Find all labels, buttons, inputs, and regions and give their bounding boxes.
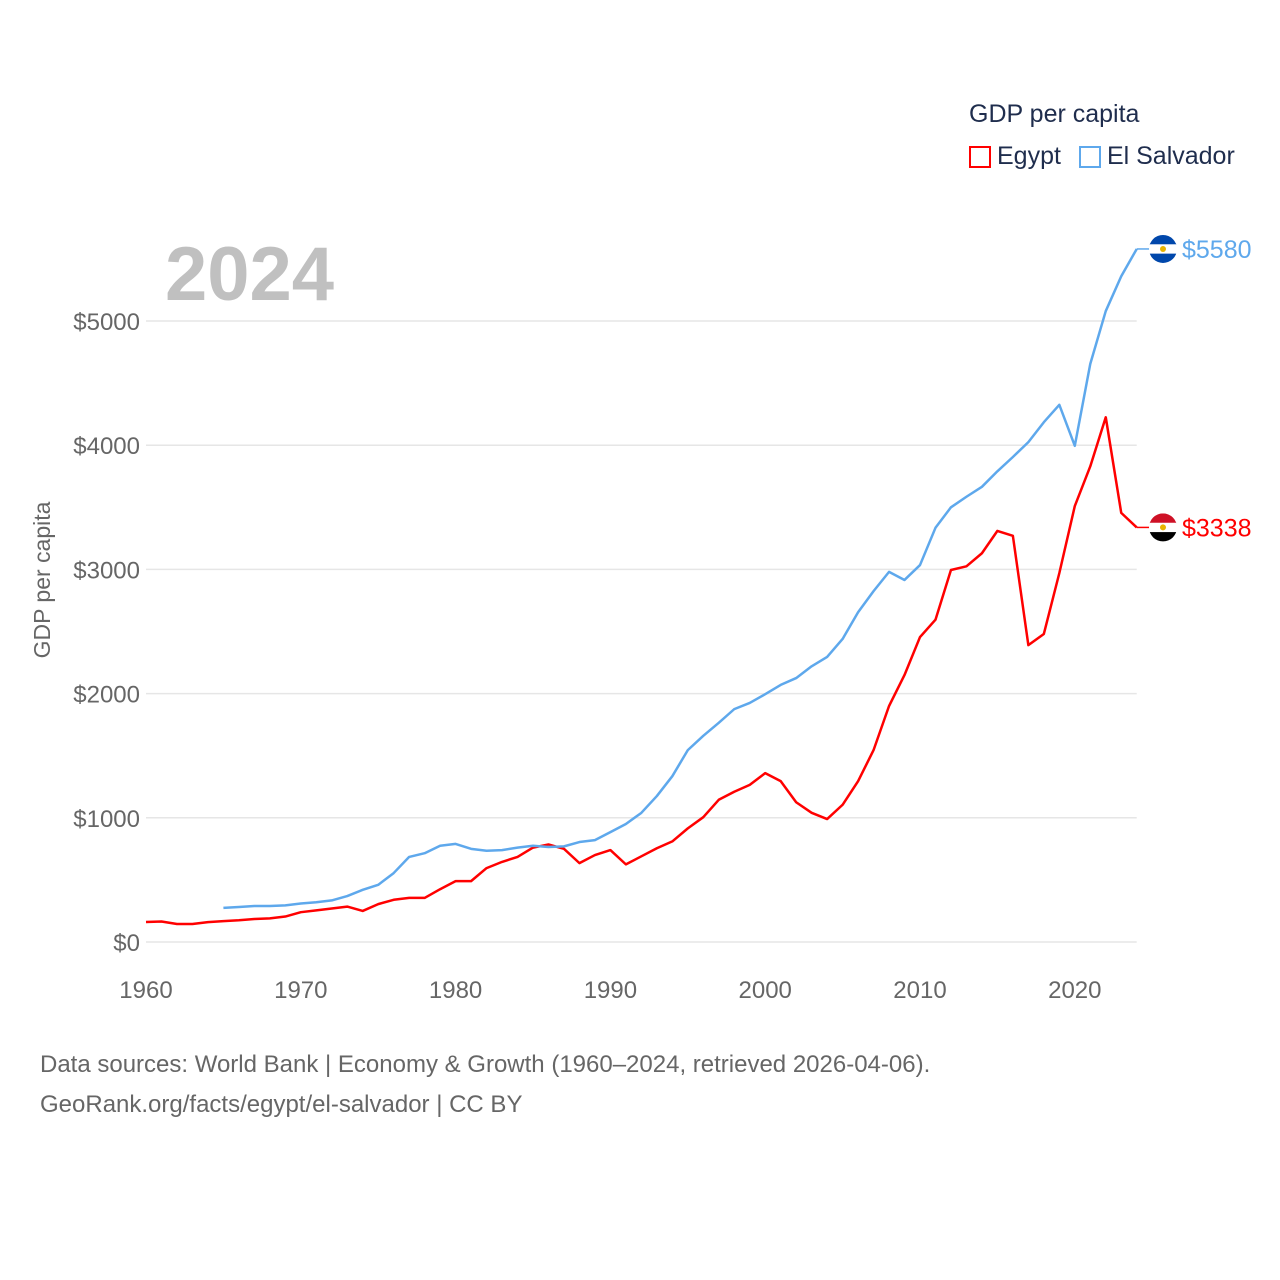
y-axis-label: GDP per capita — [29, 501, 55, 658]
x-tick-label: 2000 — [739, 977, 792, 1004]
end-value-label: $3338 — [1182, 514, 1252, 542]
series-lines — [145, 248, 1138, 926]
legend-title: GDP per capita — [969, 100, 1140, 128]
flag-stripe — [1149, 253, 1177, 263]
legend-item-el-salvador[interactable]: El Salvador — [1078, 142, 1235, 171]
y-tick-label: $2000 — [73, 682, 140, 709]
y-axis: $0 $1000 $2000 $3000 $4000 $5000 — [73, 309, 140, 957]
x-tick-label: 1980 — [429, 977, 482, 1004]
legend-swatch-egypt — [969, 145, 991, 168]
year-label: 2024 — [165, 232, 334, 317]
el-salvador-flag-icon — [1149, 234, 1177, 263]
egypt-flag-icon — [1149, 513, 1177, 542]
series-line-el-salvador — [223, 248, 1138, 910]
flag-emblem — [1160, 245, 1166, 252]
end-value-label: $5580 — [1182, 236, 1252, 264]
legend: Egypt El Salvador — [969, 142, 1235, 171]
legend-label-el-salvador: El Salvador — [1106, 142, 1235, 170]
grid-lines — [146, 320, 1137, 943]
x-tick-label: 2020 — [1048, 977, 1101, 1004]
y-tick-label: $4000 — [73, 433, 140, 460]
x-tick-label: 2010 — [893, 977, 946, 1004]
x-axis: 1960 1970 1980 1990 2000 2010 2020 — [119, 977, 1101, 1004]
y-tick-label: $1000 — [73, 806, 140, 833]
footer: Data sources: World Bank | Economy & Gro… — [40, 1045, 930, 1125]
x-tick-label: 1970 — [274, 977, 327, 1004]
flag-stripe — [1149, 532, 1177, 542]
legend-label-egypt: Egypt — [997, 142, 1061, 170]
y-tick-label: $5000 — [73, 309, 140, 336]
x-tick-label: 1990 — [584, 977, 637, 1004]
source-link[interactable]: GeoRank.org/facts/egypt/el-salvador | CC… — [40, 1091, 523, 1118]
y-tick-label: $3000 — [73, 557, 140, 584]
y-tick-label: $0 — [113, 930, 140, 957]
x-tick-label: 1960 — [119, 977, 172, 1004]
flag-stripe — [1149, 234, 1177, 245]
data-sources: Data sources: World Bank | Economy & Gro… — [40, 1051, 931, 1078]
series-end-labels: $3338 $5580 — [1136, 234, 1252, 542]
legend-swatch-el-salvador — [1078, 145, 1101, 168]
flag-emblem — [1160, 524, 1166, 531]
flag-stripe — [1149, 513, 1177, 524]
series-line-egypt — [145, 416, 1138, 926]
legend-item-egypt[interactable]: Egypt — [969, 142, 1061, 171]
